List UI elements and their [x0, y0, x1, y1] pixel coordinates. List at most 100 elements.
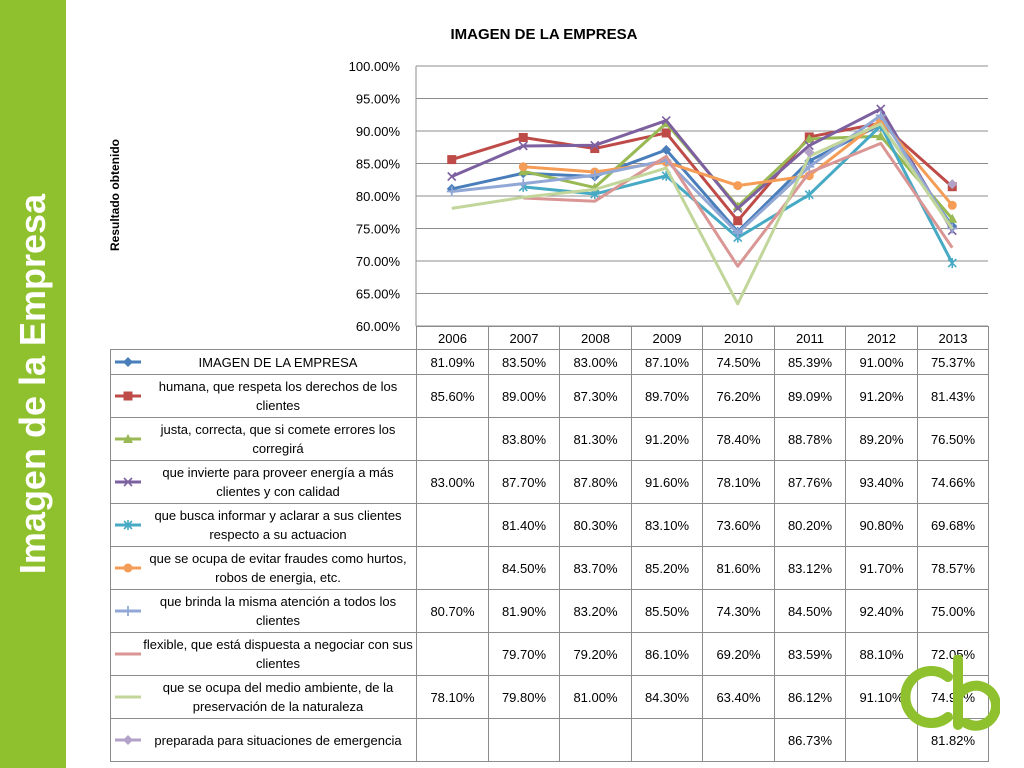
data-label: 69.68% — [917, 503, 989, 547]
data-label: 83.59% — [774, 632, 846, 676]
data-label: 78.10% — [416, 675, 489, 719]
legend-key — [115, 520, 141, 530]
data-point — [123, 563, 133, 573]
data-point — [123, 477, 133, 487]
data-point — [875, 110, 886, 121]
data-point — [804, 189, 814, 200]
data-label: 73.60% — [702, 503, 775, 547]
data-point — [518, 141, 528, 151]
data-point — [123, 735, 133, 745]
series-line — [451, 107, 954, 232]
data-point — [590, 144, 600, 154]
series-name: que invierte para proveer energía a más … — [162, 465, 394, 499]
y-tick-label: 90.00% — [356, 124, 401, 139]
y-tick-label: 100.00% — [349, 59, 401, 74]
series-name-cell: preparada para situaciones de emergencia — [110, 718, 417, 762]
series-name-cell: que busca informar y aclarar a sus clien… — [110, 503, 417, 547]
data-label: 83.10% — [631, 503, 703, 547]
data-label: 83.50% — [488, 349, 560, 375]
series-name-cell: humana, que respeta los derechos de los … — [110, 374, 417, 418]
legend-key — [115, 735, 141, 745]
data-label: 90.80% — [845, 503, 918, 547]
data-label: 91.00% — [845, 349, 918, 375]
data-label: 78.10% — [702, 460, 775, 504]
data-label: 85.39% — [774, 349, 846, 375]
data-label: 86.73% — [774, 718, 846, 762]
series-name: IMAGEN DE LA EMPRESA — [198, 354, 358, 370]
y-tick-label: 70.00% — [356, 254, 401, 269]
data-label — [631, 718, 703, 762]
data-label: 83.00% — [559, 349, 632, 375]
data-label — [416, 417, 489, 461]
table-row: preparada para situaciones de emergencia… — [110, 718, 989, 762]
data-point — [518, 133, 528, 142]
data-label: 79.80% — [488, 675, 560, 719]
data-point — [947, 200, 957, 210]
data-label: 87.70% — [488, 460, 560, 504]
data-label: 76.20% — [702, 374, 775, 418]
data-label: 89.09% — [774, 374, 846, 418]
legend-key — [115, 695, 141, 699]
y-tick-label: 65.00% — [356, 287, 401, 302]
data-label: 85.20% — [631, 546, 703, 590]
data-label: 92.40% — [845, 589, 918, 633]
legend-key — [115, 477, 141, 487]
data-label: 74.30% — [702, 589, 775, 633]
y-tick-label: 85.00% — [356, 157, 401, 172]
legend-key — [115, 563, 141, 573]
data-point — [804, 140, 814, 151]
data-point — [123, 606, 133, 616]
table-row: IMAGEN DE LA EMPRESA 81.09% 83.50% 83.00% 87… — [110, 349, 989, 375]
series-name: que brinda la misma atención a todos los… — [159, 594, 397, 628]
data-label: 88.10% — [845, 632, 918, 676]
series-name: humana, que respeta los derechos de los … — [158, 379, 398, 413]
data-point — [661, 128, 671, 138]
series-line — [451, 122, 954, 306]
table-row: que invierte para proveer energía a más … — [110, 460, 989, 504]
side-band: Imagen de la Empresa — [0, 0, 66, 768]
data-label: 83.20% — [559, 589, 632, 633]
data-point — [947, 179, 958, 190]
data-label: 93.40% — [845, 460, 918, 504]
data-label — [488, 718, 560, 762]
x-tick-label: 2011 — [774, 326, 846, 350]
table-row: que brinda la misma atención a todos los… — [110, 589, 989, 633]
company-logo — [900, 655, 1000, 731]
data-point — [733, 216, 743, 226]
data-point — [661, 144, 672, 155]
data-label: 83.70% — [559, 546, 632, 590]
data-label: 81.90% — [488, 589, 560, 633]
data-label: 81.30% — [559, 417, 632, 461]
x-tick-label: 2009 — [631, 326, 703, 350]
series-name-cell: IMAGEN DE LA EMPRESA — [110, 349, 417, 375]
data-point — [518, 178, 529, 189]
data-label: 84.50% — [488, 546, 560, 590]
data-label: 79.20% — [559, 632, 632, 676]
data-label: 74.66% — [917, 460, 989, 504]
legend-key — [115, 606, 141, 616]
data-point — [447, 155, 457, 165]
table-row: justa, correcta, que si comete errores l… — [110, 417, 989, 461]
chart-data-table: 2006 2007 2008 2009 2010 2011 2012 2013 IMAGEN D… — [110, 326, 989, 762]
legend-key — [115, 652, 141, 656]
data-label: 83.12% — [774, 546, 846, 590]
data-label: 69.20% — [702, 632, 775, 676]
series-name-cell: justa, correcta, que si comete errores l… — [110, 417, 417, 461]
data-label — [416, 718, 489, 762]
data-label — [416, 546, 489, 590]
series-name: que se ocupa de evitar fraudes como hurt… — [149, 551, 407, 585]
data-point — [123, 434, 133, 443]
data-point — [947, 258, 957, 269]
data-label: 81.43% — [917, 374, 989, 418]
data-label: 91.70% — [845, 546, 918, 590]
data-label: 75.00% — [917, 589, 989, 633]
data-label: 83.80% — [488, 417, 560, 461]
data-point — [875, 131, 886, 141]
data-label: 87.30% — [559, 374, 632, 418]
data-point — [804, 147, 815, 158]
series-name-cell: que se ocupa de evitar fraudes como hurt… — [110, 546, 417, 590]
data-label: 78.57% — [917, 546, 989, 590]
series-name: que busca informar y aclarar a sus clien… — [154, 508, 402, 542]
data-label: 80.20% — [774, 503, 846, 547]
